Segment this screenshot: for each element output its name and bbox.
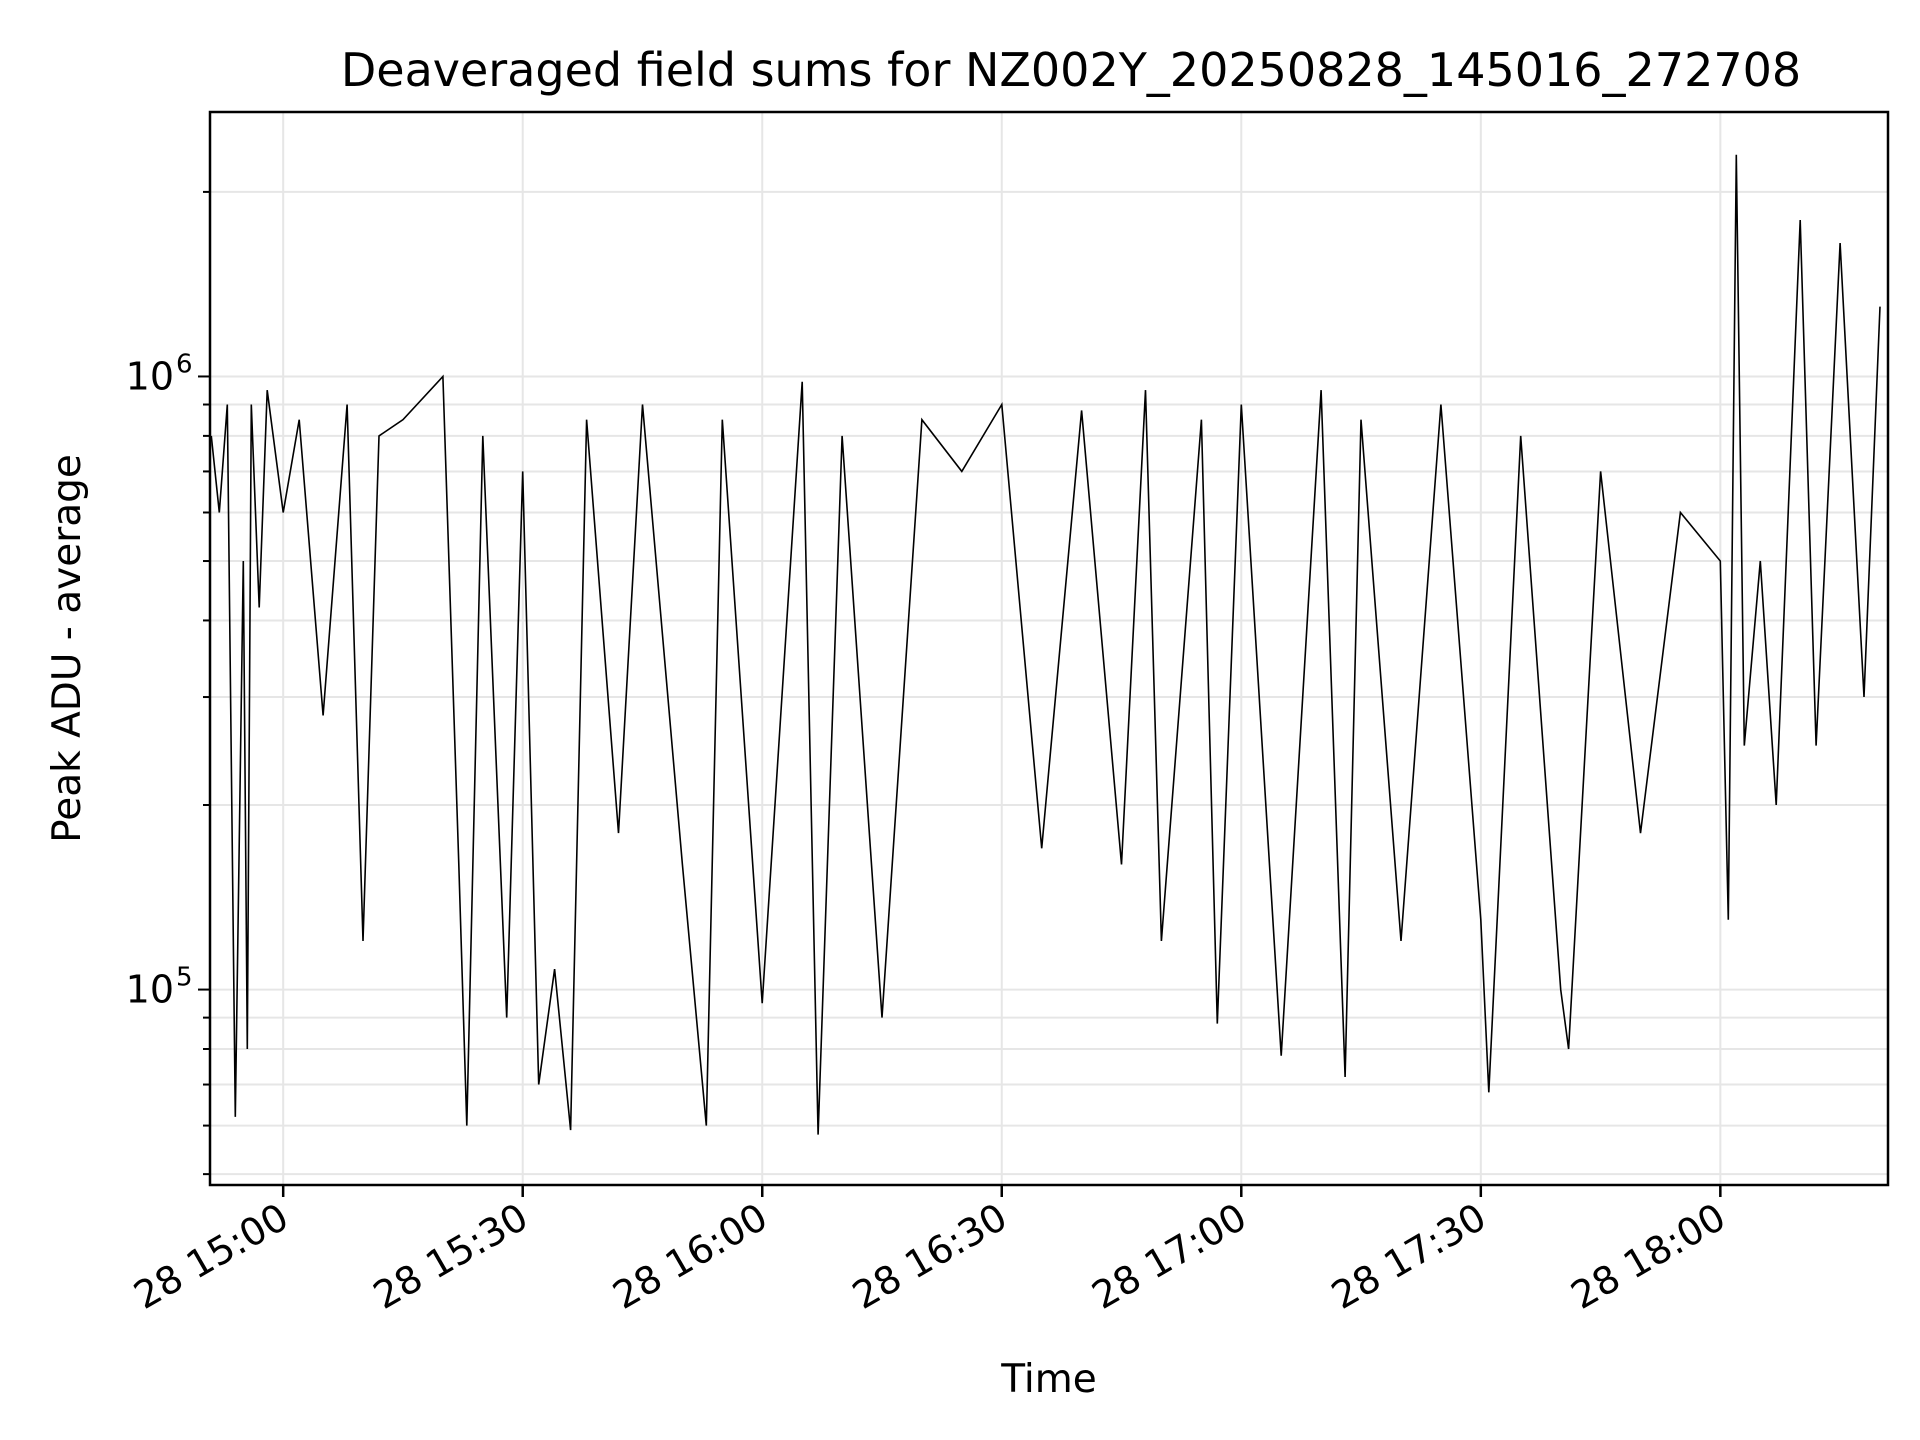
x-tick-label: 28 16:00	[606, 1195, 775, 1318]
x-tick-label: 28 15:00	[127, 1195, 296, 1318]
x-tick-label: 28 15:30	[366, 1195, 535, 1318]
plot-area	[210, 154, 1881, 1135]
x-tick-label: 28 18:00	[1564, 1195, 1733, 1318]
plot-frame	[208, 110, 1890, 1187]
y-tick-label-exponent: 6	[176, 349, 193, 379]
grid	[210, 112, 1888, 1185]
x-axis-label: Time	[1000, 1357, 1096, 1402]
y-axis-label: Peak ADU - average	[45, 454, 90, 843]
y-tick-label: 10	[126, 968, 174, 1012]
x-tick-label: 28 16:30	[845, 1195, 1014, 1318]
x-tick-label: 28 17:30	[1324, 1195, 1493, 1318]
y-tick-label-exponent: 5	[176, 963, 193, 993]
y-tick-label: 10	[126, 354, 174, 398]
x-tick-label: 28 17:00	[1085, 1195, 1254, 1318]
series-line	[210, 154, 1881, 1135]
x-axis: 28 15:00 28 15:30 28 16:00 28 16:30 28 17:00…	[127, 1185, 1733, 1318]
chart-title: Deaveraged field sums for NZ002Y_2025082…	[341, 43, 1801, 97]
